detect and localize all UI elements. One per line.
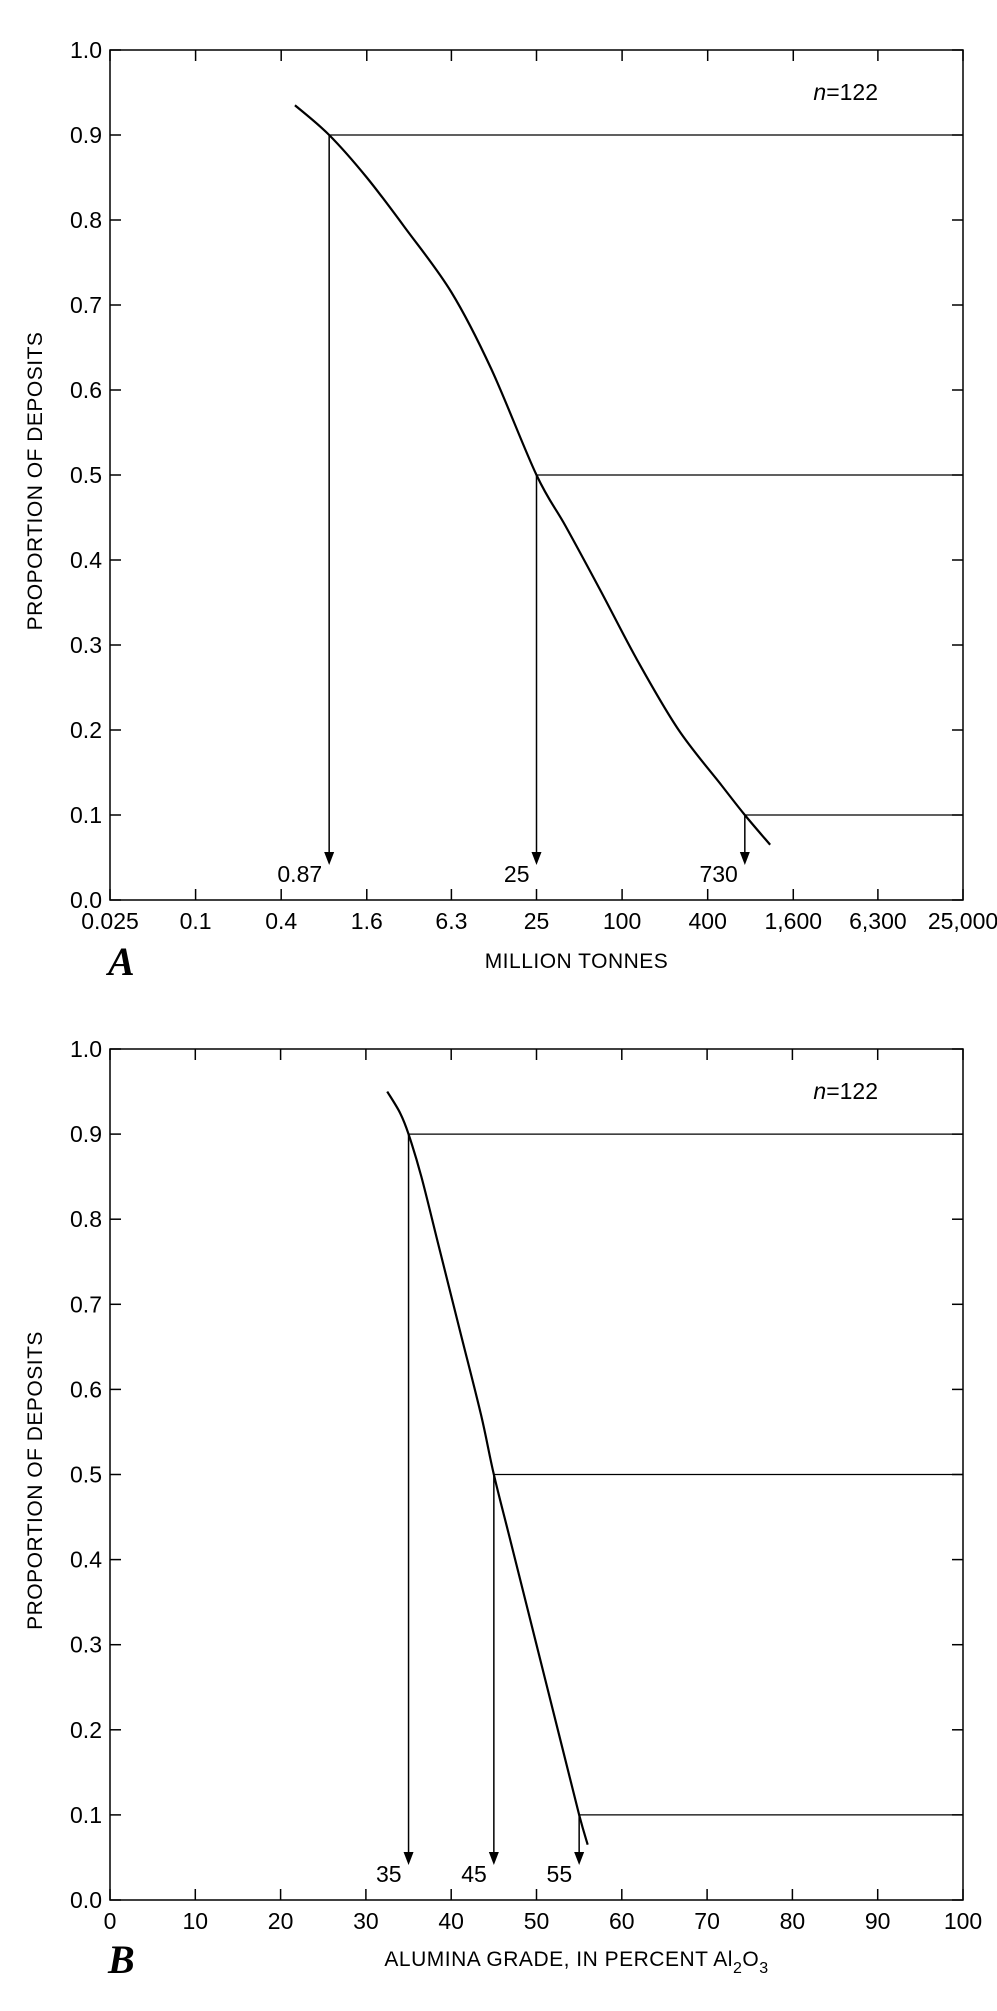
sample-size-value: =122 (826, 79, 878, 105)
y-tick-label: 0.5 (70, 1462, 102, 1488)
x-tick-label: 10 (183, 1908, 209, 1934)
y-tick-label: 0.3 (70, 632, 102, 658)
x-tick-label: 400 (688, 908, 726, 934)
y-tick-label: 0.0 (70, 887, 102, 913)
x-tick-label: 25 (524, 908, 550, 934)
sample-size-label: n=122 (813, 79, 878, 105)
cumulative-curve (294, 104, 771, 846)
x-tick-label: 1,600 (764, 908, 822, 934)
intercept-value-label: 45 (461, 1861, 487, 1887)
y-tick-label: 0.8 (70, 1206, 102, 1232)
panel-letter: A (105, 939, 135, 984)
intercept-value-label: 25 (504, 861, 530, 887)
x-tick-label: 6,300 (849, 908, 907, 934)
y-tick-label: 0.7 (70, 1291, 102, 1317)
x-tick-label: 0 (104, 1908, 117, 1934)
y-tick-label: 0.2 (70, 1717, 102, 1743)
cumulative-curve (386, 1090, 589, 1845)
x-tick-label: 40 (438, 1908, 464, 1934)
y-tick-label: 0.0 (70, 1887, 102, 1913)
x-tick-label: 25,000 (928, 908, 997, 934)
x-tick-label: 70 (694, 1908, 720, 1934)
arrow-head (574, 1852, 585, 1865)
sample-size-label: n=122 (813, 1078, 878, 1104)
arrow-head (488, 1852, 499, 1865)
y-tick-label: 0.7 (70, 292, 102, 318)
y-tick-label: 0.1 (70, 802, 102, 828)
arrow-head (739, 852, 750, 865)
y-tick-label: 0.4 (70, 547, 102, 573)
y-tick-label: 0.9 (70, 122, 102, 148)
sample-size-value: =122 (826, 1078, 878, 1104)
panel-letter: B (107, 1937, 135, 1982)
x-tick-label: 90 (865, 1908, 891, 1934)
arrow-head (324, 852, 335, 865)
y-tick-label: 0.5 (70, 462, 102, 488)
intercept-value-label: 0.87 (277, 861, 322, 887)
x-axis-title-sub: 2 (733, 1960, 742, 1977)
intercept-value-label: 55 (547, 1861, 573, 1887)
sample-size-var: n (813, 1078, 826, 1104)
intercept-value-label: 35 (376, 1861, 402, 1887)
y-tick-label: 0.1 (70, 1802, 102, 1828)
x-tick-label: 30 (353, 1908, 379, 1934)
x-tick-label: 50 (524, 1908, 550, 1934)
x-tick-label: 80 (780, 1908, 806, 1934)
x-tick-label: 0.025 (81, 908, 139, 934)
intercept-value-label: 730 (699, 861, 737, 887)
x-tick-label: 100 (944, 1908, 982, 1934)
y-tick-label: 0.6 (70, 1376, 102, 1402)
y-tick-label: 0.4 (70, 1547, 102, 1573)
y-tick-label: 0.6 (70, 377, 102, 403)
x-tick-label: 100 (603, 908, 641, 934)
y-tick-label: 1.0 (70, 37, 102, 63)
x-axis-title: ALUMINA GRADE, IN PERCENT Al2O3 (384, 1948, 768, 1977)
y-axis-title: PROPORTION OF DEPOSITS (24, 1331, 47, 1630)
y-tick-label: 0.9 (70, 1121, 102, 1147)
sample-size-var: n (813, 79, 826, 105)
panel-a: 0.0 0.1 0.2 0.3 0.4 0.5 0.6 0.7 0.8 0.9 1.0 0.025 0.… (24, 37, 997, 984)
x-tick-label: 60 (609, 1908, 635, 1934)
x-axis-title-main: ALUMINA GRADE, IN PERCENT Al (384, 1948, 733, 1971)
x-axis-title-sub: 3 (759, 1960, 768, 1977)
x-axis-title: MILLION TONNES (485, 950, 669, 973)
y-tick-label: 0.2 (70, 717, 102, 743)
panel-b: 0.0 0.1 0.2 0.3 0.4 0.5 0.6 0.7 0.8 0.9 1.0 0 10 20 30… (24, 1036, 982, 1982)
y-axis-title: PROPORTION OF DEPOSITS (24, 332, 47, 631)
y-tick-label: 0.8 (70, 207, 102, 233)
x-tick-label: 20 (268, 1908, 294, 1934)
arrow-head (531, 852, 542, 865)
x-tick-label: 6.3 (435, 908, 467, 934)
x-tick-label: 0.4 (265, 908, 297, 934)
x-tick-label: 0.1 (180, 908, 212, 934)
arrow-head (403, 1852, 414, 1865)
y-tick-label: 1.0 (70, 1036, 102, 1062)
y-tick-label: 0.3 (70, 1632, 102, 1658)
x-axis-title-mid: O (742, 1948, 759, 1971)
x-tick-label: 1.6 (351, 908, 383, 934)
